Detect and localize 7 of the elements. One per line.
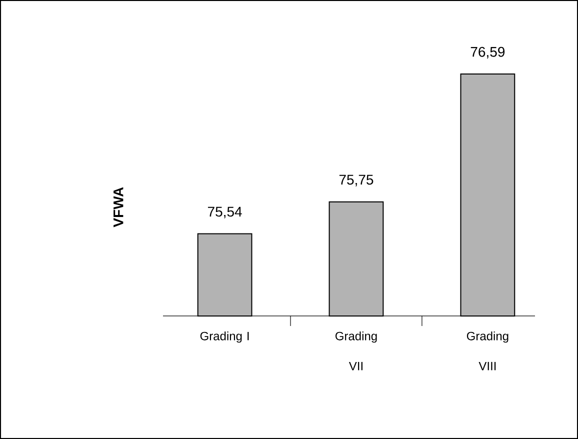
data-label: 76,59	[470, 46, 505, 58]
x-tick-label: Grading I	[200, 331, 249, 343]
category-label: Grading VIII	[466, 331, 508, 370]
data-label: 75,75	[339, 174, 374, 186]
category-label: Grading VII	[336, 331, 377, 370]
y-axis-title: VFWA	[114, 187, 124, 228]
data-label: 75,54	[208, 206, 242, 218]
